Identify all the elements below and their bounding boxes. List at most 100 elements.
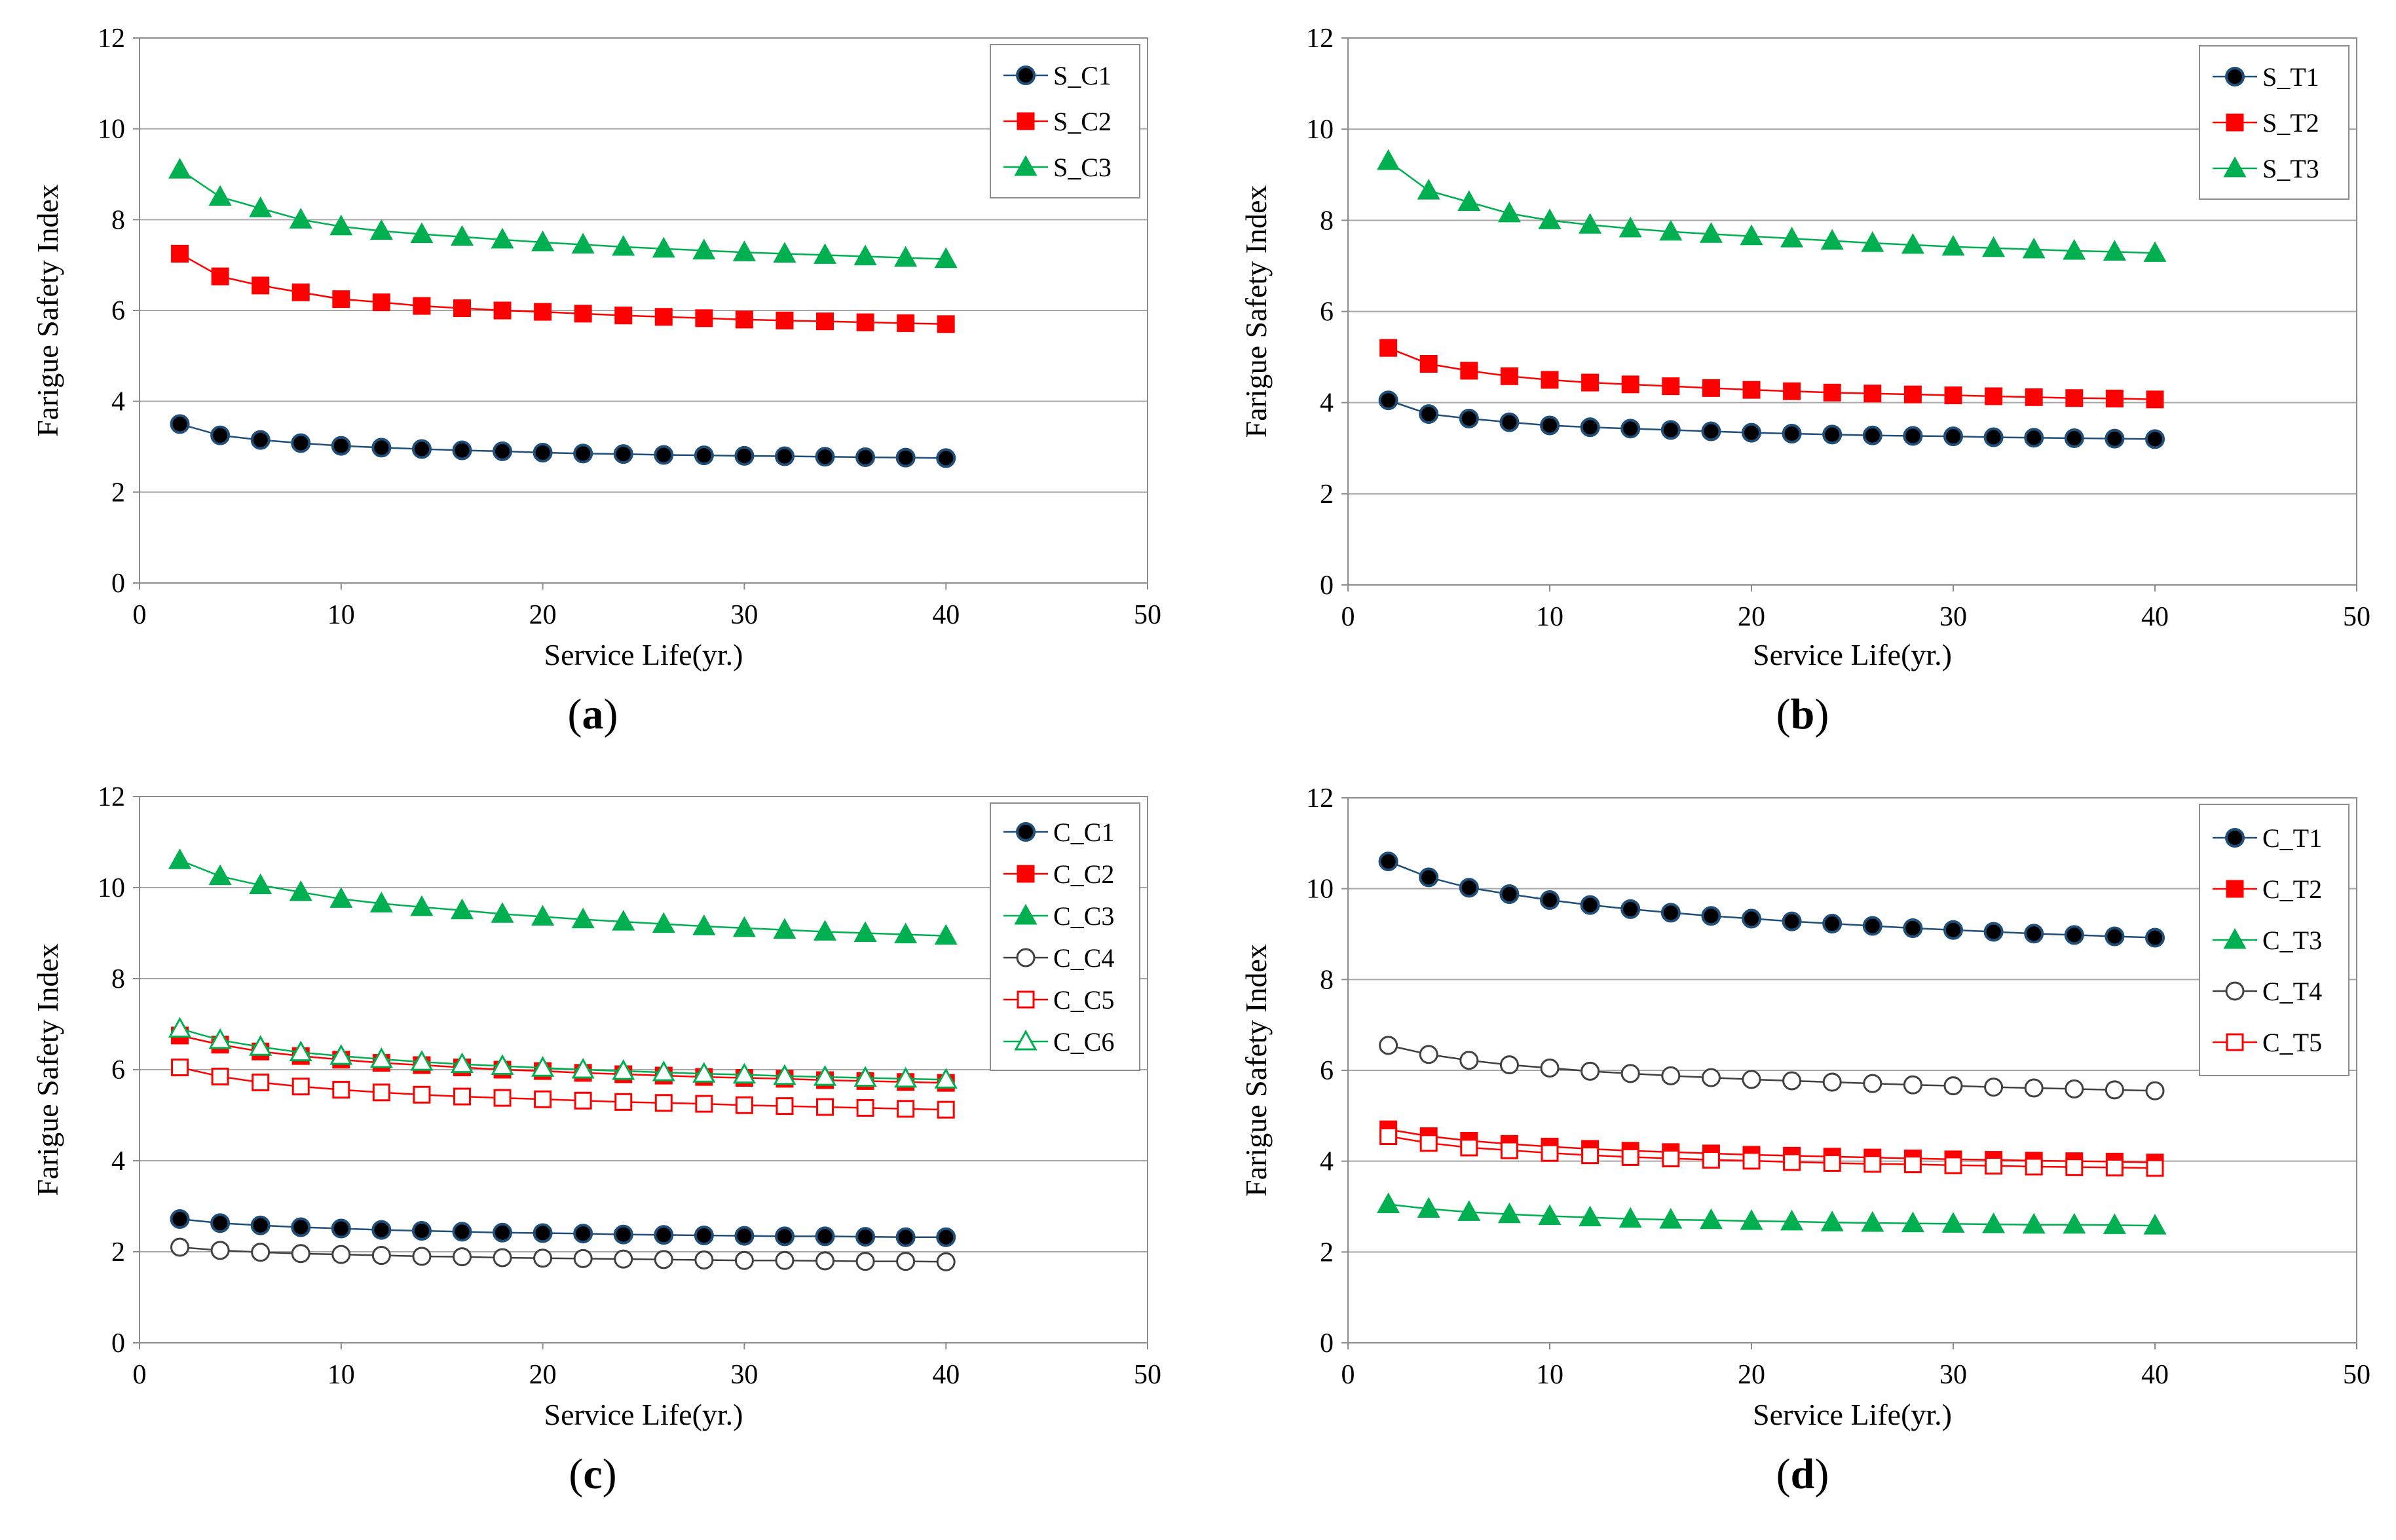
data-point [1620, 899, 1641, 919]
legend-marker [1016, 822, 1036, 842]
data-point [1701, 421, 1721, 441]
data-point [1783, 1153, 1801, 1171]
data-point [1659, 219, 1683, 241]
series-C_T1 [1378, 852, 2165, 948]
series-S_T2 [1379, 339, 2164, 409]
data-point [1620, 419, 1641, 439]
legend-marker [2226, 113, 2244, 132]
data-point [2143, 1214, 2167, 1235]
data-point [855, 1227, 876, 1247]
data-point [1863, 385, 1882, 403]
data-point [1903, 1155, 1922, 1174]
series-S_C1 [170, 414, 956, 468]
data-point [252, 276, 270, 295]
data-point [411, 439, 432, 459]
data-point [574, 1091, 592, 1110]
legend: S_C1 S_C2 S_C3 [990, 44, 1140, 198]
data-point [853, 921, 877, 942]
data-point [1538, 1204, 1562, 1226]
data-point [1379, 1036, 1398, 1055]
data-point [773, 918, 796, 939]
chart-panel-a: 0 2 4 6 8 10 12 0 10 20 30 40 50 Service Life(yr.) Far… [31, 24, 1161, 738]
data-point [452, 1222, 472, 1242]
data-point [934, 924, 958, 945]
data-point [613, 1224, 633, 1245]
data-point [168, 848, 192, 869]
data-point [249, 873, 272, 895]
data-point [452, 440, 472, 460]
data-point [170, 1209, 190, 1229]
data-point [210, 425, 231, 445]
data-point [1742, 1070, 1761, 1089]
data-point [732, 1062, 756, 1084]
data-point [816, 312, 834, 331]
x-tick-label: 0 [1341, 602, 1355, 632]
data-point [1820, 1211, 1844, 1231]
legend-label: C_T3 [2262, 926, 2322, 955]
x-tick-label: 10 [1536, 602, 1563, 632]
data-point [894, 922, 918, 944]
data-point [2064, 428, 2084, 448]
data-point [1659, 1208, 1683, 1229]
y-tick-label: 4 [111, 1146, 125, 1176]
data-point [1699, 222, 1723, 243]
data-point [1541, 1144, 1559, 1162]
data-point [1901, 233, 1924, 254]
data-point [1378, 852, 1398, 872]
data-point [289, 208, 312, 229]
data-point [614, 1249, 633, 1269]
series-S_T1 [1378, 390, 2165, 449]
data-point [410, 222, 434, 244]
data-point [774, 1226, 795, 1247]
x-tick-label: 0 [1341, 1360, 1355, 1390]
data-point [1740, 224, 1763, 246]
data-point [1903, 385, 1922, 404]
data-point [531, 230, 555, 252]
data-point [493, 1222, 513, 1243]
legend-marker [2225, 67, 2245, 86]
data-point [573, 1249, 593, 1268]
data-point [652, 912, 675, 933]
data-point [1783, 382, 1801, 400]
data-point [371, 1246, 391, 1266]
data-point [371, 438, 392, 458]
data-point [211, 267, 229, 286]
data-point [1417, 179, 1440, 200]
y-tick-label: 10 [98, 115, 125, 145]
data-point [1782, 423, 1802, 443]
legend-marker [1014, 155, 1038, 176]
data-point [250, 430, 271, 450]
data-point [1742, 909, 1761, 929]
data-point [732, 240, 756, 261]
data-point [289, 1040, 312, 1062]
data-point [1903, 918, 1923, 938]
series-line [1387, 160, 2156, 254]
series-C_C1 [170, 1209, 956, 1247]
panel-label: (a) [568, 690, 618, 738]
data-point [1497, 201, 1521, 223]
y-tick-label: 8 [111, 205, 125, 235]
data-point [1822, 914, 1843, 934]
data-point [936, 1227, 956, 1247]
data-point [934, 1068, 958, 1089]
data-point [211, 1067, 229, 1085]
data-point [1982, 1212, 2006, 1233]
x-tick-label: 10 [328, 1360, 355, 1390]
chart-panel-c: 0 2 4 6 8 10 12 0 10 20 30 40 50 Service Life(yr.) Far… [31, 782, 1161, 1498]
data-point [894, 1066, 918, 1088]
data-point [571, 1057, 595, 1079]
data-point [654, 1250, 673, 1269]
data-point [695, 309, 713, 328]
x-tick-label: 20 [1738, 602, 1765, 632]
x-tick-label: 0 [133, 600, 147, 630]
x-tick-label: 30 [1939, 602, 1967, 632]
x-axis-label: Service Life(yr.) [544, 638, 743, 671]
series-C_T5 [1379, 1127, 2164, 1177]
legend-label: C_T2 [2262, 874, 2322, 904]
x-tick-label: 40 [2141, 602, 2169, 632]
data-point [2025, 1157, 2043, 1176]
data-point [453, 1087, 471, 1106]
data-point [332, 1081, 350, 1099]
data-point [249, 196, 272, 217]
x-tick-label: 50 [1134, 1360, 1161, 1390]
